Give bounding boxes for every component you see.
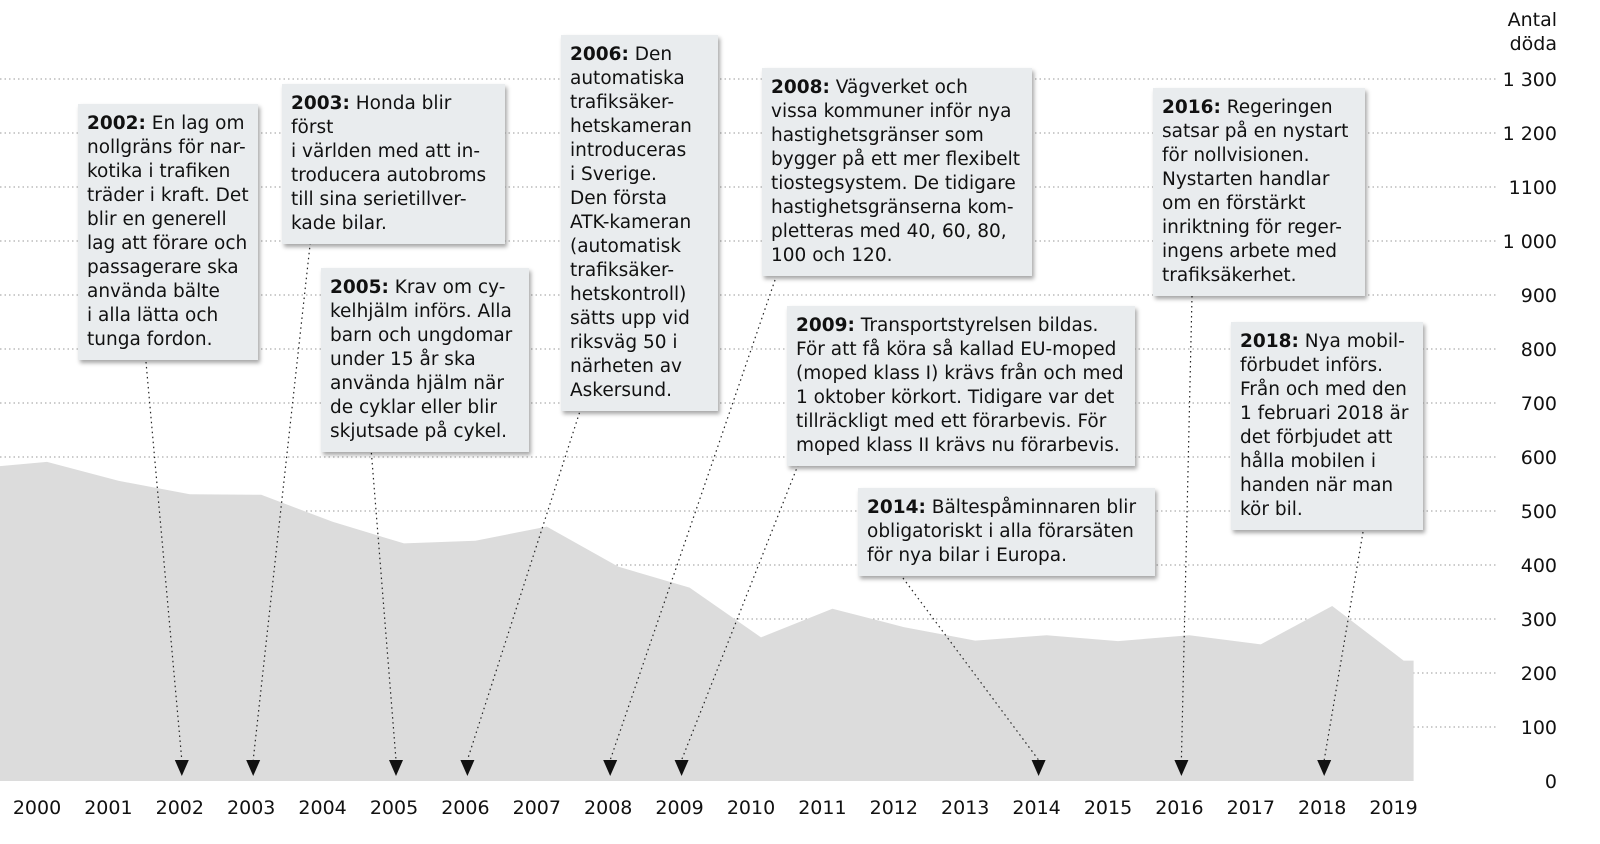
y-tick-label: 200 [1521, 663, 1557, 685]
y-tick-label: 100 [1521, 717, 1557, 739]
annotation-2002: 2002: En lag om nollgräns för nar- kotik… [78, 104, 258, 360]
annotation-2009: 2009: Transportstyrelsen bildas. För att… [787, 306, 1135, 466]
annotation-2014: 2014: Bältespåminnaren blir obligatorisk… [858, 488, 1155, 576]
annotation-2005: 2005: Krav om cy- kelhjälm införs. Alla … [321, 268, 529, 452]
y-tick-label: 300 [1521, 609, 1557, 631]
x-tick-label: 2019 [1369, 797, 1417, 819]
x-tick-label: 2008 [584, 797, 632, 819]
annotation-leaders [145, 217, 1364, 776]
leader-line-2005 [370, 447, 397, 761]
x-tick-label: 2011 [798, 797, 846, 819]
x-tick-label: 2018 [1298, 797, 1346, 819]
x-tick-label: 2000 [13, 797, 61, 819]
y-axis-ticks: 0 100 200 300 400 500 600 700 800 900 1 000 1100 1 2… [1503, 69, 1557, 793]
leader-line-2003 [252, 217, 314, 761]
leader-line-2009 [681, 459, 801, 761]
x-tick-label: 2015 [1084, 797, 1132, 819]
x-axis-ticks: 2000 2001 2002 2003 2004 2005 2006 2007 2008 2009… [13, 797, 1418, 819]
x-tick-label: 2006 [441, 797, 489, 819]
annotation-text: Regeringen satsar på en nystart för noll… [1162, 97, 1349, 286]
x-tick-label: 2017 [1227, 797, 1275, 819]
y-tick-label: 400 [1521, 555, 1557, 577]
y-tick-label: 800 [1521, 339, 1557, 361]
annotation-2003: 2003: Honda blir först i världen med att… [282, 84, 505, 244]
annotation-2008: 2008: Vägverket och vissa kommuner inför… [762, 68, 1032, 276]
x-tick-label: 2014 [1012, 797, 1060, 819]
annotation-text: Vägverket och vissa kommuner inför nya h… [771, 77, 1020, 266]
x-tick-label: 2005 [370, 797, 418, 819]
arrowhead-2006 [460, 760, 475, 776]
arrowhead-2009 [674, 760, 689, 776]
annotation-year: 2002: [87, 113, 146, 134]
arrowhead-2016 [1174, 760, 1189, 776]
x-tick-label: 2003 [227, 797, 275, 819]
annotation-text: Honda blir först i världen med att in- t… [291, 93, 487, 234]
annotation-text: Krav om cy- kelhjälm införs. Alla barn o… [330, 277, 513, 442]
annotation-text: Transportstyrelsen bildas. För att få kö… [796, 315, 1124, 456]
y-tick-label: 500 [1521, 501, 1557, 523]
annotation-year: 2014: [867, 497, 926, 518]
annotation-year: 2003: [291, 93, 350, 114]
annotation-year: 2009: [796, 315, 855, 336]
annotation-2006: 2006: Den automatiska trafiksäker- hetsk… [561, 35, 718, 411]
arrowhead-2003 [246, 760, 261, 776]
leader-line-2014 [899, 573, 1040, 761]
x-tick-label: 2010 [727, 797, 775, 819]
annotation-text: Nya mobil- förbudet införs. Från och med… [1240, 331, 1409, 520]
y-axis-label-line2: döda [1510, 33, 1557, 55]
annotation-text: Den automatiska trafiksäker- hetskameran… [570, 44, 692, 401]
y-tick-label: 0 [1545, 771, 1557, 793]
annotation-year: 2016: [1162, 97, 1221, 118]
annotation-year: 2008: [771, 77, 830, 98]
x-tick-label: 2002 [156, 797, 204, 819]
y-tick-label: 1100 [1509, 177, 1557, 199]
annotation-text: Bältespåminnaren blir obligatoriskt i al… [867, 497, 1137, 566]
arrowhead-2018 [1317, 760, 1332, 776]
x-tick-label: 2001 [84, 797, 132, 819]
arrowhead-2005 [389, 760, 403, 776]
x-tick-label: 2016 [1155, 797, 1203, 819]
y-tick-label: 600 [1521, 447, 1557, 469]
annotation-year: 2006: [570, 44, 629, 65]
x-tick-label: 2013 [941, 797, 989, 819]
x-tick-label: 2004 [298, 797, 346, 819]
x-tick-label: 2009 [655, 797, 703, 819]
y-tick-label: 1 200 [1503, 123, 1557, 145]
annotation-year: 2018: [1240, 331, 1299, 352]
x-tick-label: 2007 [513, 797, 561, 819]
annotation-2016: 2016: Regeringen satsar på en nystart fö… [1153, 88, 1365, 296]
y-tick-label: 1 300 [1503, 69, 1557, 91]
leader-line-2018 [1323, 531, 1364, 761]
arrowhead-2002 [174, 760, 189, 776]
y-tick-label: 1 000 [1503, 231, 1557, 253]
arrowhead-2008 [603, 760, 618, 776]
y-axis-label-line1: Antal [1508, 9, 1557, 31]
y-tick-label: 900 [1521, 285, 1557, 307]
area-series-fatalities [0, 461, 1414, 781]
annotation-text: En lag om nollgräns för nar- kotika i tr… [87, 113, 249, 350]
y-tick-label: 700 [1521, 393, 1557, 415]
arrowhead-2014 [1031, 760, 1046, 776]
annotation-year: 2005: [330, 277, 389, 298]
x-tick-label: 2012 [870, 797, 918, 819]
annotation-2018: 2018: Nya mobil- förbudet införs. Från o… [1231, 322, 1423, 530]
